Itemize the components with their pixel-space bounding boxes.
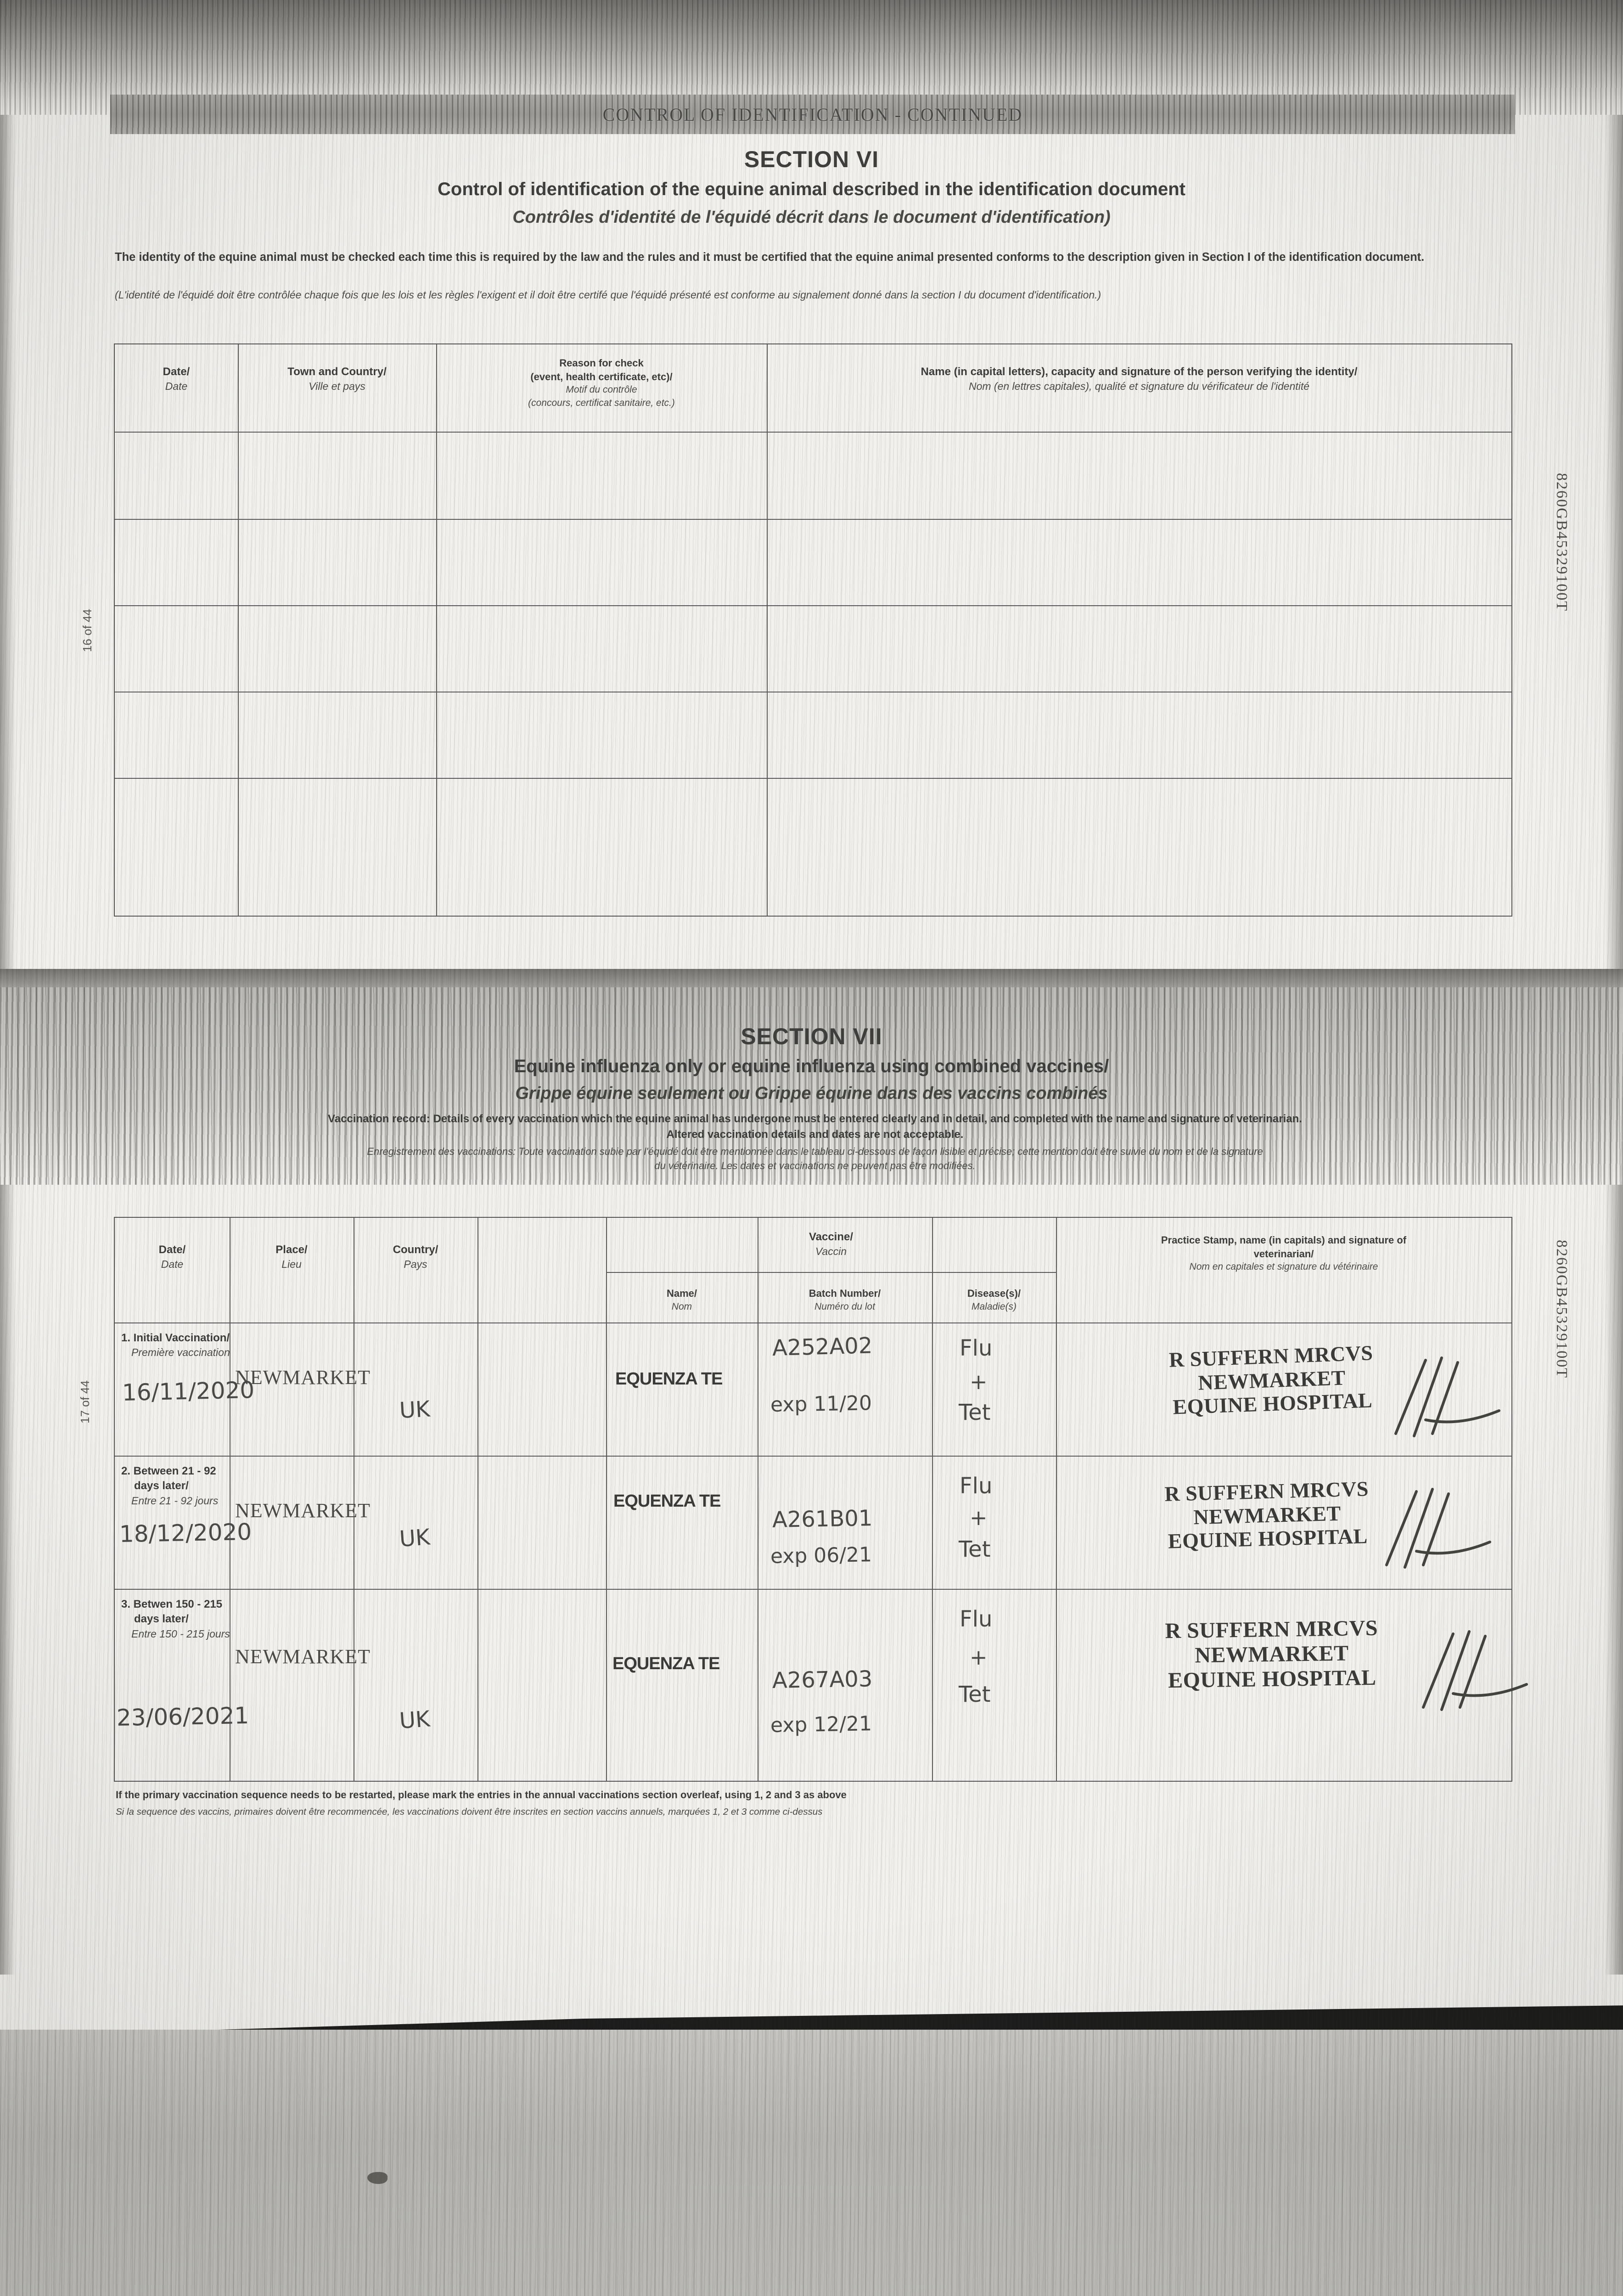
- row-1-batch-expiry-value: exp 11/20: [770, 1391, 872, 1417]
- page-number-bottom: 17 of 44: [78, 1380, 92, 1424]
- vaccination-record-note-en-2: Altered vaccination details and dates ar…: [666, 1128, 964, 1141]
- scan-dark-strip: [0, 969, 1623, 987]
- col-header-diseases: Disease(s)/ Maladie(s): [967, 1288, 1021, 1312]
- col-header-date: Date/ Date: [163, 366, 190, 393]
- section-7-title-en: Equine influenza only or equine influenz…: [514, 1056, 1109, 1076]
- section-6-paragraph-en: The identity of the equine animal must b…: [115, 251, 1425, 264]
- col-header-town-country: Town and Country/ Ville et pays: [287, 366, 387, 393]
- row-divider: [115, 1589, 1511, 1590]
- row-2-country-value: UK: [399, 1524, 431, 1552]
- row-1-country-value: UK: [399, 1396, 431, 1424]
- col-header-vet-stamp: Practice Stamp, name (in capitals) and s…: [1161, 1234, 1407, 1272]
- row-3-batch-expiry-value: exp 12/21: [770, 1712, 872, 1737]
- row-2-disease-tet: Tet: [959, 1536, 991, 1562]
- running-header-bar: CONTROL OF IDENTIFICATION - CONTINUED: [110, 95, 1515, 134]
- column-divider: [1056, 1218, 1057, 1781]
- vaccination-footnote-en: If the primary vaccination sequence need…: [116, 1789, 847, 1801]
- row-3-disease-flu: Flu: [960, 1606, 993, 1632]
- row-3-country-value: UK: [399, 1706, 431, 1734]
- col-header-country: Country/ Pays: [393, 1244, 438, 1271]
- vaccination-footnote-fr: Si la sequence des vaccins, primaires do…: [116, 1806, 823, 1817]
- scan-smudge-blob: [367, 2172, 387, 2184]
- mid-scan-artifact-band: [0, 969, 1623, 1185]
- col-header-batch-number: Batch Number/ Numéro du lot: [809, 1288, 881, 1312]
- row-divider: [115, 1456, 1511, 1457]
- row-label-initial-vaccination: 1. Initial Vaccination/ Première vaccina…: [121, 1332, 230, 1359]
- page-number-top: 16 of 44: [80, 609, 94, 652]
- row-label-second-vaccination: 2. Between 21 - 92 days later/ Entre 21 …: [121, 1465, 219, 1507]
- header-rule: [115, 432, 1511, 433]
- row-2-place-value: NEWMARKET: [235, 1499, 371, 1522]
- column-divider: [767, 344, 768, 916]
- section-6-paragraph-fr: (L'identité de l'équidé doit être contrô…: [115, 289, 1101, 301]
- row-3-batch-number-value: A267A03: [772, 1666, 873, 1694]
- row-1-disease-plus: +: [970, 1369, 988, 1394]
- row-1-vet-stamp: R SUFFERN MRCVS NEWMARKET EQUINE HOSPITA…: [1064, 1337, 1480, 1423]
- identification-control-table: Date/ Date Town and Country/ Ville et pa…: [114, 343, 1512, 917]
- section-6-number: SECTION VI: [744, 146, 879, 172]
- row-3-vet-stamp: R SUFFERN MRCVS NEWMARKET EQUINE HOSPITA…: [1065, 1615, 1479, 1694]
- row-3-disease-plus: +: [970, 1645, 988, 1670]
- section-7-title-fr: Grippe équine seulement ou Grippe équine…: [515, 1084, 1108, 1103]
- row-1-batch-number-value: A252A02: [772, 1333, 873, 1361]
- row-divider: [115, 605, 1511, 606]
- column-divider: [436, 344, 437, 916]
- vaccine-subheader-rule: [606, 1272, 1057, 1273]
- col-header-place: Place/ Lieu: [275, 1244, 308, 1271]
- section-7-paragraph-en: Vaccination record: Details of every vac…: [115, 1111, 1515, 1142]
- section-7-paragraph-fr: Enregistrement des vaccinations: Toute v…: [115, 1144, 1515, 1173]
- row-2-disease-flu: Flu: [960, 1473, 993, 1499]
- column-divider: [606, 1218, 607, 1781]
- running-header-text: CONTROL OF IDENTIFICATION - CONTINUED: [602, 104, 1023, 125]
- scan-streaks: [0, 969, 1623, 1185]
- row-label-third-vaccination: 3. Betwen 150 - 215 days later/ Entre 15…: [121, 1598, 230, 1640]
- section-6-title-fr: Contrôles d'identité de l'équidé décrit …: [512, 208, 1111, 227]
- section-7-number: SECTION VII: [741, 1024, 882, 1049]
- vet-stamp-line-3: EQUINE HOSPITAL: [1168, 1665, 1376, 1693]
- row-3-date-value: 23/06/2021: [116, 1702, 249, 1731]
- row-2-date-value: 18/12/2020: [119, 1518, 252, 1548]
- row-2-disease-plus: +: [970, 1505, 988, 1530]
- col-header-date: Date/ Date: [158, 1244, 186, 1271]
- column-divider: [477, 1218, 478, 1781]
- col-header-vaccine-name: Name/ Nom: [666, 1288, 697, 1312]
- scan-streaks: [0, 2030, 1623, 2296]
- row-1-disease-flu: Flu: [960, 1335, 993, 1361]
- vaccination-record-note-en-1: Vaccination record: Details of every vac…: [328, 1113, 1302, 1125]
- serial-number-top: 8260GB45329100T: [1553, 473, 1570, 612]
- column-divider: [238, 344, 239, 916]
- row-1-disease-tet: Tet: [959, 1400, 991, 1425]
- row-3-place-value: NEWMARKET: [235, 1645, 371, 1668]
- row-2-batch-expiry-value: exp 06/21: [770, 1543, 872, 1568]
- serial-number-bottom: 8260GB45329100T: [1553, 1240, 1570, 1379]
- row-3-disease-tet: Tet: [959, 1682, 991, 1707]
- bottom-scan-background: [0, 2030, 1623, 2296]
- scan-streaks: [110, 95, 1515, 134]
- row-2-batch-number-value: A261B01: [772, 1505, 873, 1533]
- row-divider: [115, 519, 1511, 520]
- row-1-place-value: NEWMARKET: [235, 1366, 371, 1389]
- col-header-verifier: Name (in capital letters), capacity and …: [921, 366, 1358, 393]
- row-2-vet-stamp: R SUFFERN MRCVS NEWMARKET EQUINE HOSPITA…: [1060, 1474, 1475, 1556]
- row-3-vaccine-name-value: EQUENZA TE: [612, 1654, 720, 1673]
- header-rule: [115, 1322, 1511, 1323]
- row-divider: [115, 778, 1511, 779]
- row-2-vaccine-name-value: EQUENZA TE: [613, 1491, 721, 1511]
- row-1-vaccine-name-value: EQUENZA TE: [615, 1369, 723, 1389]
- col-header-vaccine: Vaccine/ Vaccin: [809, 1231, 854, 1258]
- vaccination-record-note-fr-2: du vétérinaire. Les dates et vaccination…: [654, 1160, 976, 1172]
- section-6-title-en: Control of identification of the equine …: [438, 179, 1185, 199]
- vaccination-record-table: Date/ Date Place/ Lieu Country/ Pays Vac…: [114, 1217, 1528, 1782]
- col-header-reason: Reason for check (event, health certific…: [528, 357, 675, 408]
- column-divider: [932, 1218, 933, 1781]
- vaccination-record-note-fr-1: Enregistrement des vaccinations: Toute v…: [367, 1146, 1263, 1157]
